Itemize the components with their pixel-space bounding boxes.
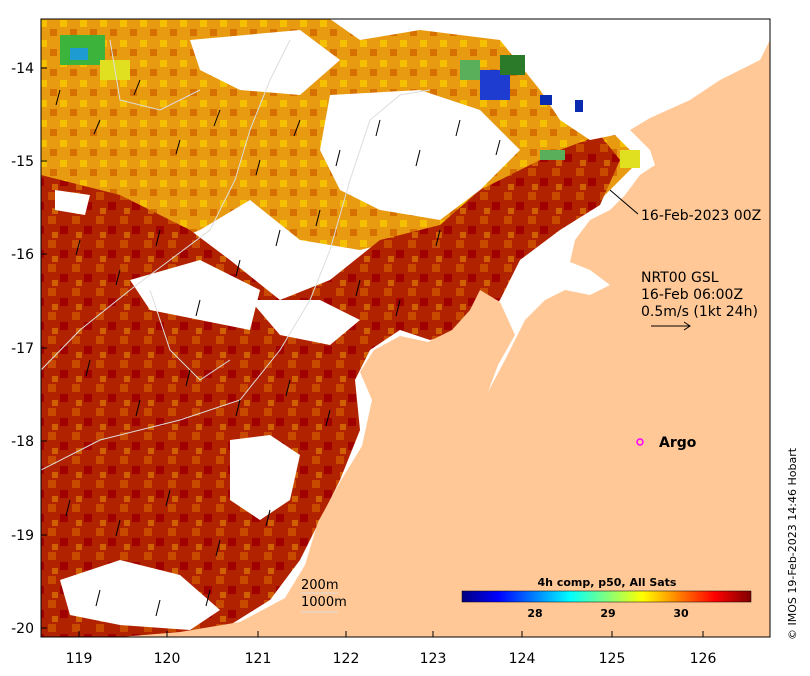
current-legend-time: 16-Feb 06:00Z	[641, 287, 743, 303]
y-tick-label: -14	[11, 61, 34, 77]
colorbar-tick-label: 28	[527, 607, 542, 620]
plot-frame	[40, 18, 771, 638]
cloud-patches	[55, 25, 770, 630]
y-tick-label: -20	[11, 621, 34, 637]
depth-legend: 200m 1000m	[301, 578, 347, 613]
y-tick-label: -17	[11, 341, 34, 357]
x-tick-label: 120	[154, 651, 181, 667]
argo-label: Argo	[659, 435, 697, 451]
depth-1000-label: 1000m	[301, 595, 347, 610]
current-legend: NRT00 GSL 16-Feb 06:00Z 0.5m/s (1kt 24h)	[641, 270, 758, 320]
x-tick-label: 122	[333, 651, 360, 667]
credit-text: © IMOS 19-Feb-2023 14:46 Hobart	[786, 447, 799, 640]
y-tick-label: -18	[11, 434, 34, 450]
sst-hot-mass	[41, 135, 620, 637]
y-tick-labels: -14 -15 -16 -17 -18 -19 -20	[11, 61, 34, 637]
plot-area	[41, 19, 770, 637]
x-tick-label: 125	[599, 651, 626, 667]
current-legend-title: NRT00 GSL	[641, 270, 719, 286]
x-tick-label: 119	[66, 651, 93, 667]
x-tick-labels: 119 120 121 122 123 124 125 126	[66, 651, 717, 667]
land-mass	[120, 25, 770, 637]
y-tick-label: -19	[11, 528, 34, 544]
current-vectors	[55, 79, 501, 617]
depth-200-label: 200m	[301, 578, 338, 593]
x-tick-label: 126	[690, 651, 717, 667]
current-scale-arrow	[651, 321, 691, 331]
x-axis	[78, 631, 704, 637]
colorbar-tick-label: 29	[600, 607, 615, 620]
y-axis	[41, 67, 47, 629]
track-pointer-line	[609, 189, 639, 215]
y-tick-label: -15	[11, 154, 34, 170]
current-legend-scale: 0.5m/s (1kt 24h)	[641, 304, 758, 320]
y-tick-label: -16	[11, 247, 34, 263]
x-tick-label: 124	[509, 651, 536, 667]
colorbar-tick-label: 30	[673, 607, 689, 620]
colorbar-title: 4h comp, p50, All Sats	[538, 576, 677, 589]
colorbar	[461, 590, 752, 603]
colorbar-ticks: 28 29 30	[527, 607, 689, 620]
x-tick-label: 121	[245, 651, 272, 667]
x-tick-label: 123	[420, 651, 447, 667]
argo-float-marker	[636, 438, 644, 446]
bathymetry-contours	[41, 39, 431, 471]
track-time-label: 16-Feb-2023 00Z	[641, 208, 761, 224]
cool-sst-patches	[60, 35, 640, 168]
